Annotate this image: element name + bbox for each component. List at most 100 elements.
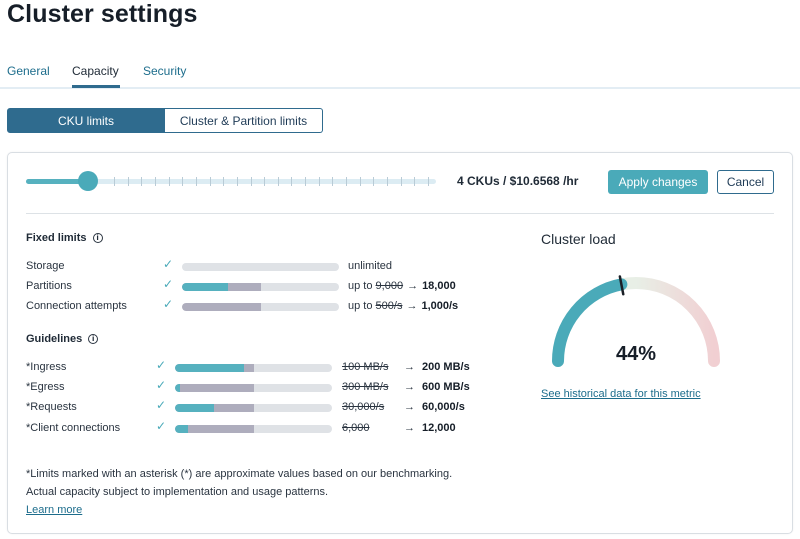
slider-tick: [250, 177, 252, 186]
slider-tick: [141, 177, 143, 186]
slider-tick: [127, 177, 129, 186]
tab-bar: General Capacity Security: [0, 64, 800, 89]
slider-tick: [114, 177, 115, 186]
check-icon: ✓: [163, 297, 174, 311]
info-icon[interactable]: i: [92, 233, 103, 243]
tab-general[interactable]: General: [7, 64, 50, 78]
cluster-load-gauge: [552, 275, 720, 367]
slider-tick: [182, 177, 184, 186]
arrow-right-icon: →: [406, 300, 418, 312]
active-tab-indicator: [72, 85, 120, 88]
guideline-old-value: 6,000: [342, 422, 370, 434]
cluster-partition-limits-button[interactable]: Cluster & Partition limits: [165, 108, 323, 133]
cku-slider-track[interactable]: [26, 179, 436, 184]
guideline-old-value: 30,000/s: [342, 401, 385, 413]
fixed-limit-row-partitions: Partitions ✓ up to 9,000 → 18,000: [26, 277, 496, 294]
limit-bar: [182, 303, 339, 311]
cku-slider-ticks: [26, 177, 436, 186]
guideline-old-value: 100 MB/s: [342, 361, 389, 373]
guideline-bar: [175, 404, 332, 412]
slider-tick: [373, 177, 375, 186]
slider-tick: [359, 177, 361, 186]
limit-new-value: 18,000: [422, 280, 456, 292]
guideline-bar-used: [175, 404, 254, 412]
guideline-label: *Egress: [26, 381, 65, 393]
tab-security[interactable]: Security: [143, 64, 187, 78]
check-icon: ✓: [156, 378, 167, 392]
guideline-old-value: 300 MB/s: [342, 381, 389, 393]
cku-slider-thumb[interactable]: [77, 171, 98, 191]
slider-tick: [305, 177, 307, 186]
check-icon: ✓: [156, 398, 167, 412]
fixed-limit-row-storage: Storage ✓ unlimited: [26, 257, 496, 274]
arrow-right-icon: →: [404, 401, 415, 413]
guideline-bar-current: [175, 404, 215, 412]
limit-bar-used: [182, 303, 261, 311]
limit-bar: [182, 283, 339, 291]
historical-data-link[interactable]: See historical data for this metric: [541, 388, 701, 400]
slider-tick: [428, 177, 429, 186]
guideline-bar-current: [175, 384, 180, 392]
slider-tick: [168, 177, 170, 186]
check-icon: ✓: [156, 358, 167, 372]
guideline-bar: [175, 425, 332, 433]
limit-value-prefix: up to: [348, 280, 376, 292]
limit-value: up to 9,000 → 18,000: [348, 280, 456, 292]
arrow-right-icon: →: [407, 280, 419, 292]
slider-tick: [318, 177, 320, 186]
guidelines-heading: Guidelines i: [26, 333, 99, 345]
limit-bar-current: [182, 283, 228, 291]
limit-value: up to 500/s → 1,000/s: [348, 300, 458, 312]
footnote-line-2: Actual capacity subject to implementatio…: [26, 486, 329, 498]
guideline-label: *Requests: [26, 401, 77, 413]
cancel-button[interactable]: Cancel: [717, 170, 774, 194]
guideline-row-egress: *Egress ✓ 300 MB/s → 600 MB/s: [26, 378, 496, 395]
info-icon[interactable]: i: [88, 334, 99, 344]
gauge-value-arc: [552, 278, 628, 367]
guideline-row-client-connections: *Client connections ✓ 6,000 → 12,000: [26, 419, 496, 436]
check-icon: ✓: [163, 257, 174, 271]
check-icon: ✓: [156, 419, 167, 433]
slider-tick: [291, 177, 293, 186]
capacity-card: 4 CKUs / $10.6568 /hr Apply changes Canc…: [7, 152, 793, 534]
cluster-load-title: Cluster load: [541, 231, 616, 247]
guideline-bar-current: [175, 364, 245, 372]
limit-new-value: 1,000/s: [421, 300, 459, 312]
cku-limits-button[interactable]: CKU limits: [7, 108, 165, 133]
slider-tick: [154, 177, 156, 186]
arrow-right-icon: →: [404, 361, 415, 373]
guidelines-title: Guidelines: [26, 333, 83, 345]
guideline-new-value: 60,000/s: [422, 401, 465, 413]
fixed-limit-label: Connection attempts: [26, 300, 127, 312]
limit-old-value: 500/s: [375, 300, 403, 312]
learn-more-link[interactable]: Learn more: [26, 504, 83, 516]
guideline-label: *Client connections: [26, 422, 121, 434]
tab-capacity[interactable]: Capacity: [72, 64, 119, 78]
guideline-row-requests: *Requests ✓ 30,000/s → 60,000/s: [26, 398, 496, 415]
slider-tick: [346, 177, 348, 186]
slider-tick: [414, 177, 416, 186]
guideline-bar-used: [175, 425, 254, 433]
guideline-new-value: 200 MB/s: [422, 361, 470, 373]
divider: [26, 213, 774, 214]
cku-price-summary: 4 CKUs / $10.6568 /hr: [457, 174, 579, 188]
fixed-limit-row-connection-attempts: Connection attempts ✓ up to 500/s → 1,000/…: [26, 297, 496, 314]
gauge-needle: [618, 275, 625, 296]
page-title: Cluster settings: [7, 0, 198, 28]
limit-value-prefix: up to: [348, 300, 376, 312]
apply-changes-button[interactable]: Apply changes: [608, 170, 708, 194]
limit-bar: [182, 263, 339, 271]
check-icon: ✓: [163, 277, 174, 291]
slider-tick: [236, 177, 238, 186]
guideline-new-value: 600 MB/s: [422, 381, 470, 393]
limit-old-value: 9,000: [375, 280, 404, 292]
fixed-limits-title: Fixed limits: [26, 232, 87, 244]
limit-value-plain: unlimited: [348, 260, 393, 272]
slider-tick: [400, 177, 402, 186]
guideline-bar: [175, 364, 332, 372]
slider-tick: [387, 177, 389, 186]
slider-tick: [223, 177, 225, 186]
guideline-bar-current: [175, 425, 188, 433]
guideline-new-value: 12,000: [422, 422, 456, 434]
cluster-load-percent: 44%: [615, 343, 657, 365]
